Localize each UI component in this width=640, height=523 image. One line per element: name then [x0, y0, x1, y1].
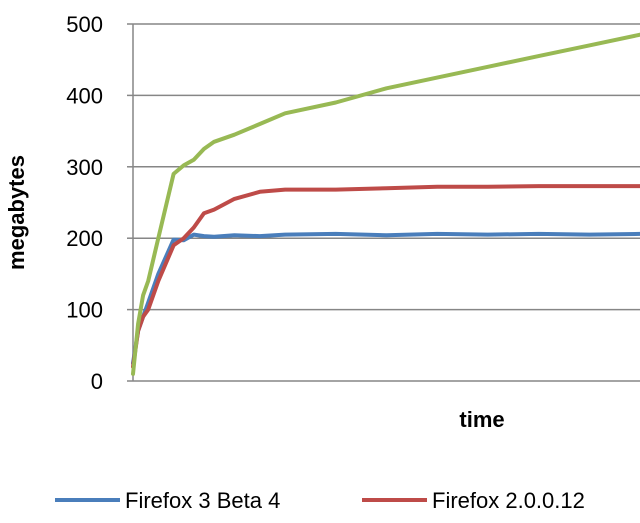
- series-lines: [131, 32, 640, 376]
- grid-lines: [127, 23, 640, 382]
- y-tick-label-100: 100: [66, 298, 103, 323]
- series-line-2: [131, 184, 640, 369]
- legend: Firefox 3 Beta 4 Firefox 2.0.0.12: [55, 488, 585, 513]
- y-tick-label-0: 0: [91, 369, 103, 394]
- series-line-1: [131, 231, 640, 366]
- series-line-3: [131, 32, 640, 376]
- y-tick-label-300: 300: [66, 155, 103, 180]
- y-tick-labels: 0 100 200 300 400 500: [66, 12, 103, 394]
- legend-label-1: Firefox 3 Beta 4: [125, 488, 280, 513]
- y-axis-title: megabytes: [4, 155, 29, 270]
- y-tick-label-500: 500: [66, 12, 103, 37]
- legend-label-2: Firefox 2.0.0.12: [432, 488, 585, 513]
- x-axis-title: time: [459, 407, 504, 432]
- y-tick-label-200: 200: [66, 226, 103, 251]
- y-tick-label-400: 400: [66, 83, 103, 108]
